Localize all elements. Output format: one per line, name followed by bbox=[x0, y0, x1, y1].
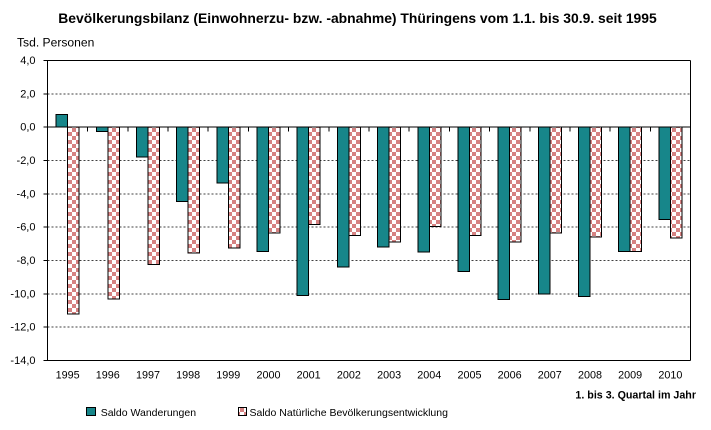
svg-text:2,0: 2,0 bbox=[20, 88, 35, 100]
svg-text:-2,0: -2,0 bbox=[17, 155, 36, 167]
svg-text:2006: 2006 bbox=[498, 370, 522, 382]
svg-text:2008: 2008 bbox=[578, 370, 602, 382]
svg-text:-10,0: -10,0 bbox=[10, 288, 35, 300]
svg-text:0,0: 0,0 bbox=[20, 122, 35, 134]
svg-text:-14,0: -14,0 bbox=[10, 355, 35, 367]
svg-text:1998: 1998 bbox=[176, 370, 200, 382]
svg-text:1999: 1999 bbox=[216, 370, 240, 382]
svg-text:2000: 2000 bbox=[256, 370, 280, 382]
svg-text:-6,0: -6,0 bbox=[17, 222, 36, 234]
svg-text:1. bis 3. Quartal im Jahr: 1. bis 3. Quartal im Jahr bbox=[575, 390, 696, 402]
svg-text:Saldo Natürliche Bevölkerungse: Saldo Natürliche Bevölkerungsentwicklung bbox=[250, 407, 449, 419]
svg-text:2005: 2005 bbox=[457, 370, 481, 382]
svg-text:-4,0: -4,0 bbox=[17, 188, 36, 200]
svg-text:2003: 2003 bbox=[377, 370, 401, 382]
svg-text:1997: 1997 bbox=[136, 370, 160, 382]
svg-text:-12,0: -12,0 bbox=[10, 322, 35, 334]
svg-text:2007: 2007 bbox=[538, 370, 562, 382]
svg-text:-8,0: -8,0 bbox=[17, 255, 36, 267]
svg-text:2009: 2009 bbox=[618, 370, 642, 382]
svg-text:2002: 2002 bbox=[337, 370, 361, 382]
svg-text:2010: 2010 bbox=[658, 370, 682, 382]
svg-text:1996: 1996 bbox=[96, 370, 120, 382]
svg-text:Tsd. Personen: Tsd. Personen bbox=[17, 36, 94, 50]
svg-text:2004: 2004 bbox=[417, 370, 441, 382]
svg-text:1995: 1995 bbox=[56, 370, 80, 382]
svg-text:4,0: 4,0 bbox=[20, 55, 35, 67]
svg-text:Saldo Wanderungen: Saldo Wanderungen bbox=[101, 407, 197, 419]
svg-text:Bevölkerungsbilanz (Einwohnerz: Bevölkerungsbilanz (Einwohnerzu- bzw. -a… bbox=[58, 10, 657, 26]
svg-text:2001: 2001 bbox=[297, 370, 321, 382]
